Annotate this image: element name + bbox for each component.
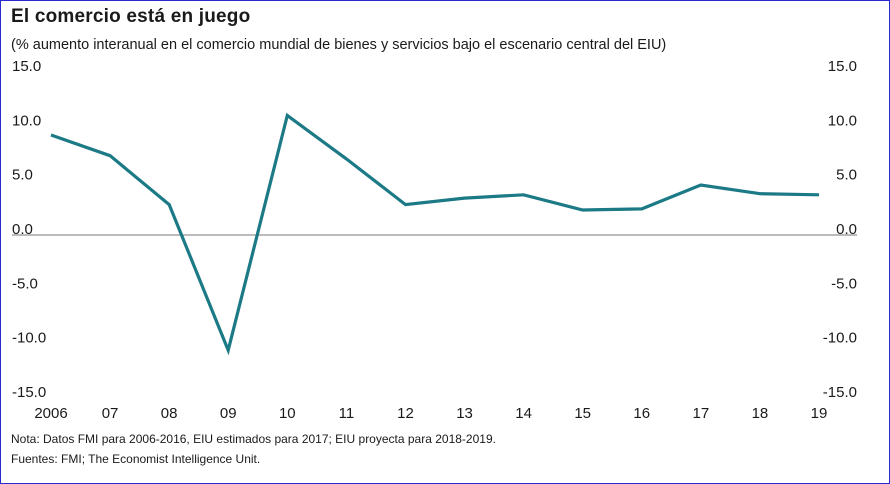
y-tick-label-left: -10.0 (12, 330, 46, 347)
x-tick-label: 07 (102, 405, 119, 422)
y-tick-label-left: 5.0 (12, 167, 33, 184)
x-tick-label: 16 (633, 405, 650, 422)
x-tick-label: 17 (693, 405, 710, 422)
y-tick-label-right: 15.0 (828, 58, 857, 75)
y-tick-label-right: 0.0 (836, 221, 857, 238)
y-tick-label-left: 0.0 (12, 221, 33, 238)
y-tick-label-left: -5.0 (12, 275, 38, 292)
y-tick-label-right: -5.0 (831, 275, 857, 292)
x-tick-label: 19 (811, 405, 828, 422)
x-tick-label: 09 (220, 405, 237, 422)
x-tick-label: 18 (752, 405, 769, 422)
chart-source: Fuentes: FMI; The Economist Intelligence… (11, 452, 261, 466)
x-tick-label: 08 (161, 405, 178, 422)
chart-note: Nota: Datos FMI para 2006-2016, EIU esti… (11, 432, 496, 446)
x-tick-label: 12 (397, 405, 414, 422)
y-tick-label-left: 10.0 (12, 112, 41, 129)
series-line (50, 112, 820, 356)
x-tick-label: 13 (456, 405, 473, 422)
y-tick-label-right: -10.0 (823, 330, 857, 347)
x-tick-label: 15 (574, 405, 591, 422)
chart-subtitle: (% aumento interanual en el comercio mun… (11, 37, 667, 53)
x-tick-label: 2006 (34, 405, 67, 422)
y-tick-label-right: 10.0 (828, 112, 857, 129)
x-tick-label: 10 (279, 405, 296, 422)
chart-title: El comercio está en juego (11, 6, 251, 27)
y-tick-label-right: -15.0 (823, 384, 857, 401)
y-tick-label-left: -15.0 (12, 384, 46, 401)
x-tick-label: 11 (339, 405, 355, 422)
y-tick-label-right: 5.0 (836, 167, 857, 184)
x-tick-label: 14 (515, 405, 532, 422)
y-tick-label-left: 15.0 (12, 58, 41, 75)
